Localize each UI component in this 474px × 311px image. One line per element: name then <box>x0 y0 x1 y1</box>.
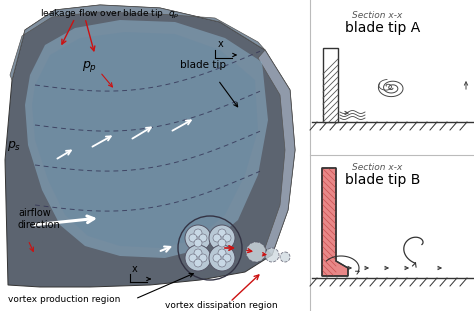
Circle shape <box>185 225 211 251</box>
Text: airflow
direction: airflow direction <box>18 208 61 230</box>
Polygon shape <box>10 5 265 80</box>
Text: leakage flow over blade tip  $q_p$: leakage flow over blade tip $q_p$ <box>40 8 180 21</box>
Polygon shape <box>258 50 295 255</box>
Circle shape <box>265 248 279 262</box>
Circle shape <box>194 229 202 237</box>
Circle shape <box>209 245 235 271</box>
Circle shape <box>209 225 235 251</box>
Circle shape <box>199 234 207 242</box>
Circle shape <box>218 259 226 267</box>
Text: Section x-x: Section x-x <box>352 11 402 20</box>
Circle shape <box>280 252 290 262</box>
Polygon shape <box>25 20 268 258</box>
Text: vortex production region: vortex production region <box>8 295 120 304</box>
Circle shape <box>189 254 197 262</box>
Circle shape <box>223 234 231 242</box>
Text: x: x <box>132 264 138 274</box>
Text: $p_p$: $p_p$ <box>82 59 97 74</box>
Text: Section x-x: Section x-x <box>352 163 402 172</box>
Polygon shape <box>5 5 295 287</box>
Circle shape <box>189 234 197 242</box>
Circle shape <box>194 249 202 257</box>
Circle shape <box>223 254 231 262</box>
Text: blade tip A: blade tip A <box>345 21 420 35</box>
Text: blade tip: blade tip <box>180 60 226 70</box>
Polygon shape <box>32 32 258 248</box>
Text: vortex dissipation region: vortex dissipation region <box>165 301 278 310</box>
Text: blade tip B: blade tip B <box>345 173 420 187</box>
Circle shape <box>213 254 221 262</box>
Polygon shape <box>322 168 348 276</box>
Circle shape <box>185 245 211 271</box>
Circle shape <box>199 254 207 262</box>
Circle shape <box>218 239 226 247</box>
Circle shape <box>246 242 266 262</box>
Text: $p_s$: $p_s$ <box>7 139 21 153</box>
Text: x: x <box>218 39 224 49</box>
Circle shape <box>218 249 226 257</box>
Circle shape <box>213 234 221 242</box>
Circle shape <box>218 229 226 237</box>
Bar <box>323 48 338 122</box>
Circle shape <box>194 239 202 247</box>
Circle shape <box>194 259 202 267</box>
